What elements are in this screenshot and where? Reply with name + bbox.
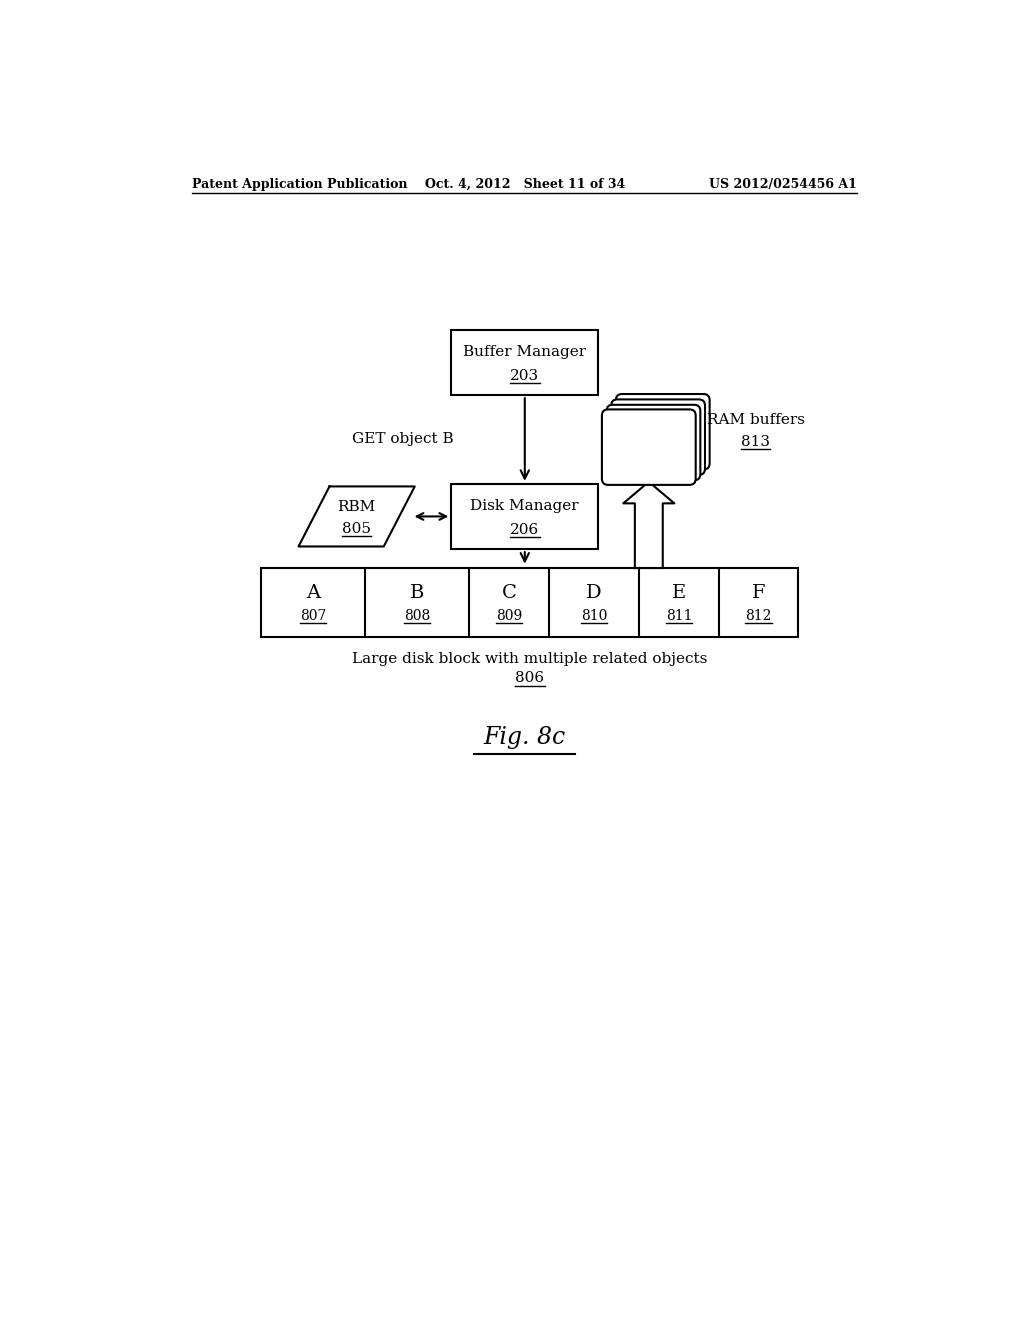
- FancyBboxPatch shape: [611, 400, 705, 475]
- Text: C: C: [502, 583, 516, 602]
- Text: Large disk block with multiple related objects: Large disk block with multiple related o…: [352, 652, 708, 665]
- Text: RBM: RBM: [338, 500, 376, 515]
- Text: A: A: [306, 583, 321, 602]
- Text: 813: 813: [741, 434, 770, 449]
- Text: 811: 811: [666, 609, 692, 623]
- Text: GET object B: GET object B: [352, 433, 454, 446]
- Text: 812: 812: [745, 609, 772, 623]
- Text: 206: 206: [510, 523, 540, 536]
- Bar: [452, 330, 598, 395]
- Text: US 2012/0254456 A1: US 2012/0254456 A1: [709, 178, 856, 190]
- Text: Buffer Manager: Buffer Manager: [463, 346, 587, 359]
- Text: Patent Application Publication: Patent Application Publication: [191, 178, 408, 190]
- Text: B: B: [410, 583, 425, 602]
- Text: 807: 807: [300, 609, 327, 623]
- Polygon shape: [299, 487, 415, 546]
- Text: Fig. 8c: Fig. 8c: [483, 726, 566, 748]
- Text: 806: 806: [515, 671, 545, 685]
- Text: 810: 810: [581, 609, 607, 623]
- Bar: [452, 483, 598, 549]
- Bar: [261, 568, 799, 638]
- Text: Disk Manager: Disk Manager: [470, 499, 580, 513]
- Text: 805: 805: [342, 521, 371, 536]
- FancyBboxPatch shape: [606, 405, 700, 480]
- Text: Oct. 4, 2012   Sheet 11 of 34: Oct. 4, 2012 Sheet 11 of 34: [425, 178, 625, 190]
- Polygon shape: [624, 482, 675, 568]
- Text: RAM buffers: RAM buffers: [707, 413, 805, 428]
- Text: 203: 203: [510, 368, 540, 383]
- Text: F: F: [752, 583, 765, 602]
- Text: Single Disk IO: Single Disk IO: [495, 590, 606, 605]
- FancyBboxPatch shape: [602, 409, 695, 484]
- FancyBboxPatch shape: [615, 395, 710, 470]
- Text: E: E: [672, 583, 686, 602]
- Text: D: D: [586, 583, 602, 602]
- Text: 808: 808: [404, 609, 430, 623]
- Text: 809: 809: [496, 609, 522, 623]
